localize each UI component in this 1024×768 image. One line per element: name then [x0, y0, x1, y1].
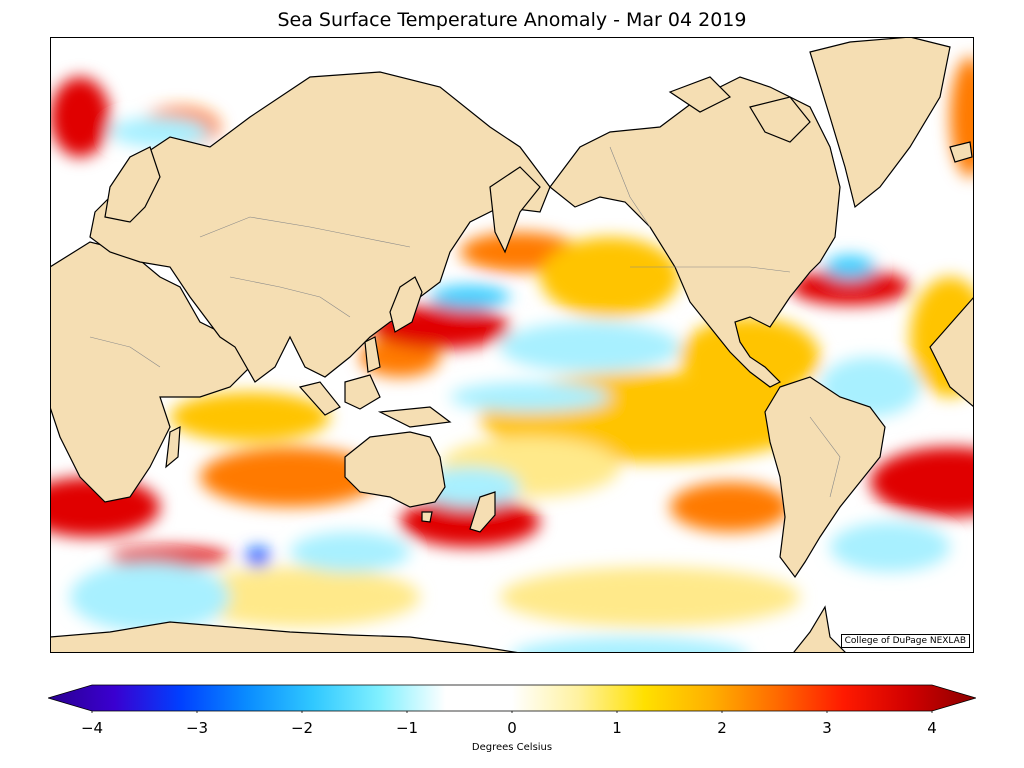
land-borneo — [344, 374, 381, 410]
land-west-europe-africa-edge — [929, 296, 974, 408]
map-title: Sea Surface Temperature Anomaly - Mar 04… — [277, 9, 747, 31]
map-canvas — [50, 37, 974, 653]
land-sumatra — [298, 381, 341, 416]
land-new-guinea — [377, 406, 452, 428]
colorbar-tick-label: 1 — [612, 719, 622, 737]
colorbar-tick-label: −4 — [80, 719, 104, 737]
land-philippines — [364, 336, 381, 373]
colorbar-unit-label: Degrees Celsius — [471, 742, 553, 753]
land-scandinavia — [104, 146, 161, 223]
sst-anomaly-map: College of DuPage NEXLAB — [50, 37, 974, 653]
colorbar-tick-label: 0 — [507, 719, 517, 737]
land-africa — [50, 241, 251, 503]
land-kamchatka — [489, 166, 541, 254]
colorbar — [46, 683, 978, 715]
land — [50, 37, 974, 653]
land-iceland — [949, 141, 973, 163]
colorbar-tick-label: 4 — [927, 719, 937, 737]
credit-label: College of DuPage NEXLAB — [840, 634, 970, 648]
land-new-zealand — [469, 491, 496, 533]
land-arctic-islands — [668, 76, 732, 113]
land-madagascar — [165, 425, 181, 469]
land-baffin-island — [749, 96, 811, 143]
colorbar-bar — [46, 684, 978, 712]
colorbar-tick-label: −2 — [290, 719, 314, 737]
colorbar-tick-label: −1 — [395, 719, 419, 737]
land-antarctic-peninsula — [792, 605, 847, 653]
land-japan — [389, 276, 423, 333]
map-border — [50, 37, 974, 653]
land-greenland — [809, 37, 951, 209]
land-north-america — [549, 76, 841, 388]
anomaly-field — [50, 57, 974, 653]
land-south-america — [764, 376, 886, 579]
colorbar-tick-label: 3 — [822, 719, 832, 737]
land-australia — [344, 431, 446, 508]
land-tasmania — [421, 511, 433, 523]
colorbar-tick-label: −3 — [185, 719, 209, 737]
country-borders — [89, 146, 841, 498]
colorbar-svg — [46, 684, 978, 715]
colorbar-tick-label: 2 — [717, 719, 727, 737]
land-antarctica — [50, 621, 528, 653]
